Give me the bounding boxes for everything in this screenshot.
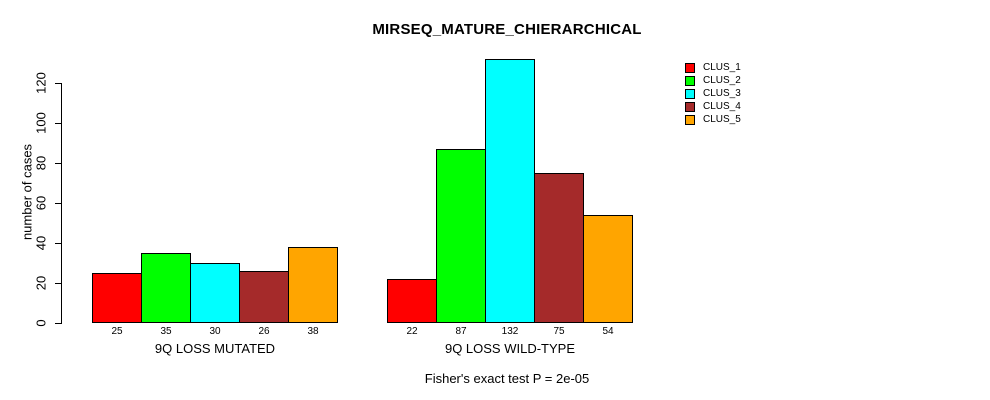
bar-value-label: 87 xyxy=(455,326,467,337)
chart-subtitle: Fisher's exact test P = 2e-05 xyxy=(424,371,590,386)
bar-value-label: 35 xyxy=(160,326,172,337)
bar-value-label: 25 xyxy=(111,326,123,337)
legend-item-clus_4: CLUS_4 xyxy=(685,100,741,113)
legend-item-clus_1: CLUS_1 xyxy=(685,61,741,74)
legend-swatch-icon xyxy=(685,75,695,86)
bar-value-label: 26 xyxy=(258,326,270,337)
y-tick-mark xyxy=(55,203,62,204)
y-tick-label: 60 xyxy=(33,195,49,211)
y-tick-mark xyxy=(55,243,62,244)
y-axis-label: number of cases xyxy=(19,143,35,241)
bar-value-label: 22 xyxy=(406,326,418,337)
y-tick-label: 0 xyxy=(33,319,49,327)
legend-swatch-icon xyxy=(685,101,695,112)
bar-clus_4-wildtype xyxy=(534,173,584,323)
bar-clus_5-mutated xyxy=(288,247,338,323)
y-tick-label: 100 xyxy=(33,112,49,134)
bar-clus_3-wildtype xyxy=(485,59,535,323)
x-category-label: 9Q LOSS MUTATED xyxy=(154,341,276,356)
legend-item-clus_2: CLUS_2 xyxy=(685,74,741,87)
y-tick-label: 40 xyxy=(33,235,49,251)
bar-clus_3-mutated xyxy=(190,263,240,323)
bar-clus_2-mutated xyxy=(141,253,191,323)
y-tick-label: 80 xyxy=(33,155,49,171)
bar-clus_2-wildtype xyxy=(436,149,486,323)
bar-clus_1-wildtype xyxy=(387,279,437,323)
y-tick-mark xyxy=(55,283,62,284)
chart-title: MIRSEQ_MATURE_CHIERARCHICAL xyxy=(372,21,642,38)
legend-swatch-icon xyxy=(685,88,695,99)
legend-label: CLUS_5 xyxy=(703,114,741,125)
legend: CLUS_1 CLUS_2 CLUS_3 CLUS_4 CLUS_5 xyxy=(685,61,741,126)
legend-item-clus_3: CLUS_3 xyxy=(685,87,741,100)
x-category-label: 9Q LOSS WILD-TYPE xyxy=(444,341,576,356)
bar-clus_4-mutated xyxy=(239,271,289,323)
bar-value-label: 54 xyxy=(602,326,614,337)
bar-clus_5-wildtype xyxy=(583,215,633,323)
y-tick-mark xyxy=(55,83,62,84)
bar-clus_1-mutated xyxy=(92,273,142,323)
bar-value-label: 38 xyxy=(307,326,319,337)
y-tick-mark xyxy=(55,123,62,124)
y-tick-mark xyxy=(55,163,62,164)
bar-value-label: 132 xyxy=(501,326,519,337)
bar-value-label: 30 xyxy=(209,326,221,337)
legend-label: CLUS_3 xyxy=(703,88,741,99)
legend-swatch-icon xyxy=(685,62,695,73)
legend-label: CLUS_2 xyxy=(703,75,741,86)
legend-item-clus_5: CLUS_5 xyxy=(685,113,741,126)
legend-label: CLUS_1 xyxy=(703,62,741,73)
y-tick-label: 120 xyxy=(33,72,49,94)
legend-swatch-icon xyxy=(685,114,695,125)
legend-label: CLUS_4 xyxy=(703,101,741,112)
y-tick-mark xyxy=(55,323,62,324)
y-tick-label: 20 xyxy=(33,275,49,291)
bar-value-label: 75 xyxy=(553,326,565,337)
